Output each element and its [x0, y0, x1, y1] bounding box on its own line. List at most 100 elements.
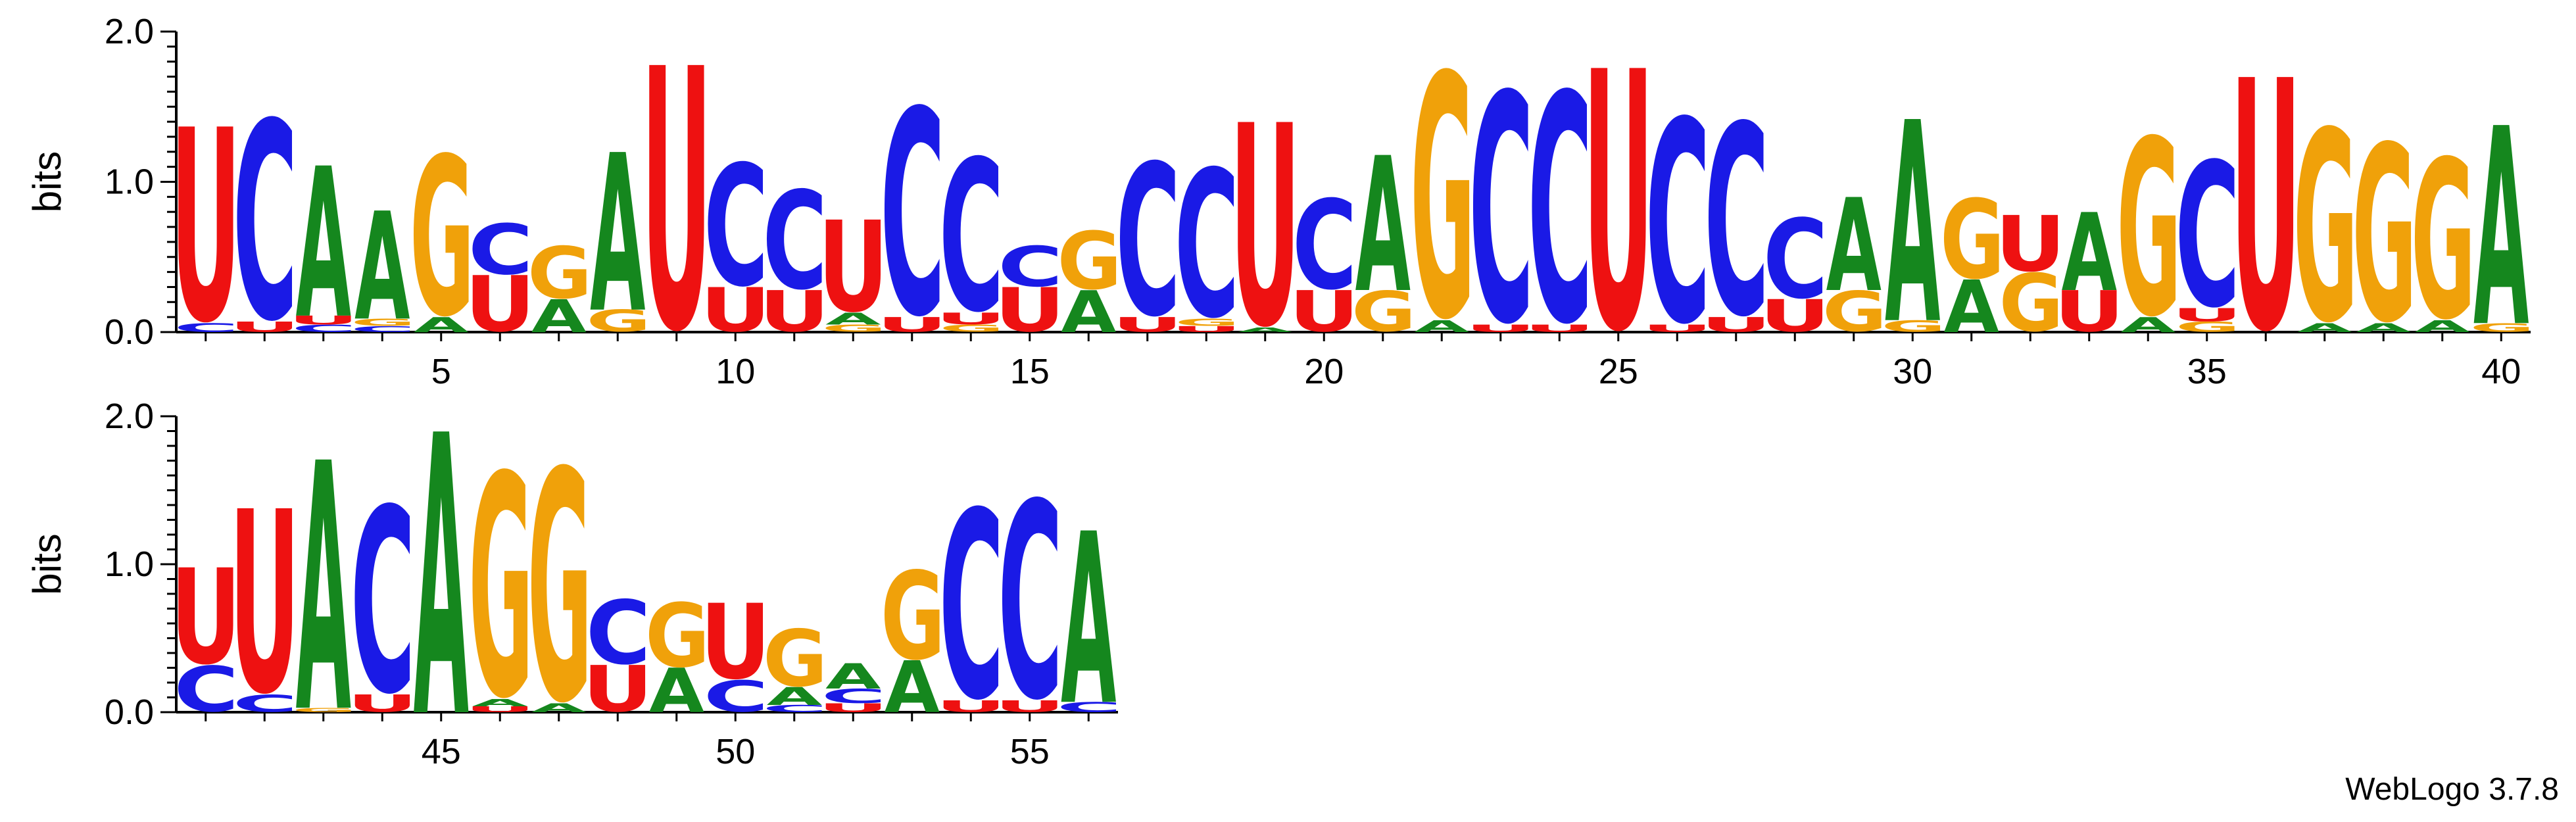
logo-letter-C: C	[233, 67, 298, 382]
y-axis-label: bits	[25, 533, 69, 594]
logo-letter-A: A	[1355, 119, 1411, 334]
logo-letter-U: U	[700, 275, 771, 345]
logo-column-40: GA	[2470, 72, 2535, 388]
logo-column-45: A	[414, 356, 470, 804]
logo-column-47: AG	[527, 406, 592, 773]
logo-column-51: CAG	[762, 614, 827, 714]
x-tick-label: 55	[1010, 732, 1050, 771]
logo-letter-C: C	[233, 690, 298, 717]
logo-letter-A: A	[2120, 313, 2175, 337]
logo-column-7: AG	[527, 231, 592, 343]
logo-letter-C: C	[1704, 70, 1769, 374]
logo-letter-G: G	[940, 323, 1004, 334]
y-tick-label: 2.0	[105, 12, 154, 51]
logo-letter-U: U	[2172, 304, 2243, 326]
logo-letter-C: C	[1763, 196, 1828, 323]
logo-column-11: UC	[759, 162, 830, 345]
logo-column-5: AG	[410, 112, 474, 366]
logo-column-26: UC	[1642, 63, 1713, 385]
logo-column-46: UAG	[465, 412, 536, 766]
logo-letter-C: C	[174, 321, 239, 335]
logo-column-33: UA	[2054, 190, 2125, 345]
logo-letter-G: G	[1882, 318, 1946, 336]
logo-letter-A: A	[354, 181, 410, 354]
x-tick-label: 20	[1304, 352, 1344, 391]
logo-column-22: AG	[1411, 6, 1475, 393]
logo-letter-G: G	[469, 412, 533, 766]
logo-letter-C: C	[1057, 700, 1122, 715]
logo-letter-A: A	[2062, 190, 2117, 315]
logo-column-2: UC	[230, 67, 301, 382]
logo-letter-C: C	[351, 455, 416, 750]
logo-letter-C: C	[704, 672, 769, 722]
logo-letter-U: U	[818, 195, 889, 340]
logo-column-23: UC	[1465, 30, 1536, 393]
logo-letter-U: U	[465, 705, 536, 714]
logo-letter-G: G	[410, 112, 474, 366]
logo-column-44: UC	[347, 455, 418, 750]
logo-letter-U: U	[877, 313, 948, 337]
logo-letter-U: U	[936, 698, 1007, 716]
logo-letter-C: C	[1645, 63, 1711, 385]
weblogo-credit: WebLogo 3.7.8	[2345, 772, 2559, 807]
logo-letter-A: A	[296, 393, 352, 788]
logo-letter-G: G	[2411, 114, 2475, 368]
logo-letter-C: C	[939, 118, 1004, 359]
logo-letter-A: A	[825, 657, 881, 697]
logo-column-34: AG	[2117, 90, 2181, 370]
logo-letter-A: A	[885, 646, 940, 729]
logo-letter-U: U	[994, 275, 1065, 345]
logo-letter-C: C	[939, 458, 1004, 757]
logo-column-56: CA	[1057, 485, 1122, 758]
logo-letter-C: C	[762, 703, 827, 714]
logo-letter-G: G	[527, 406, 592, 773]
logo-column-18: UGC	[1171, 128, 1242, 362]
x-tick-label: 15	[1010, 352, 1050, 391]
logo-column-9: U	[641, 0, 712, 411]
logo-column-28: UC	[1760, 196, 1831, 341]
logo-letter-C: C	[291, 323, 356, 335]
logo-letter-U: U	[1995, 200, 2066, 289]
logo-column-15: UC	[994, 235, 1065, 345]
logo-column-50: CU	[700, 583, 771, 721]
logo-column-10: UC	[700, 130, 771, 346]
logo-letter-U: U	[700, 583, 771, 702]
logo-column-53: AG	[881, 546, 945, 729]
logo-letter-G: G	[2352, 96, 2417, 376]
logo-letter-A: A	[1238, 326, 1294, 333]
logo-letter-A: A	[649, 656, 704, 727]
logo-letter-A: A	[590, 109, 645, 361]
x-tick-label: 40	[2481, 352, 2521, 391]
logo-letter-U: U	[1701, 313, 1772, 337]
logo-letter-G: G	[1999, 258, 2064, 350]
logo-letter-G: G	[1175, 317, 1240, 328]
logo-letter-G: G	[1411, 6, 1475, 393]
logo-letter-C: C	[1528, 30, 1593, 393]
logo-letter-G: G	[1057, 216, 1122, 308]
logo-column-37: AG	[2293, 78, 2358, 381]
logo-column-55: UC	[994, 447, 1065, 759]
logo-letter-C: C	[704, 130, 769, 324]
logo-letter-C: C	[1292, 175, 1357, 318]
logo-column-21: GA	[1351, 119, 1416, 345]
logo-column-24: UC	[1524, 30, 1595, 393]
logo-letter-U: U	[1524, 323, 1595, 335]
logo-letter-U: U	[230, 460, 301, 750]
logo-letter-U: U	[583, 652, 654, 726]
x-tick-label: 5	[431, 352, 451, 391]
logo-letter-U: U	[818, 701, 889, 715]
logo-column-17: UC	[1112, 122, 1183, 364]
logo-letter-C: C	[821, 685, 887, 708]
logo-letter-C: C	[2175, 122, 2240, 352]
logo-letter-C: C	[174, 654, 239, 726]
logo-letter-C: C	[1175, 128, 1240, 362]
logo-letter-C: C	[998, 235, 1063, 299]
logo-letter-C: C	[762, 162, 827, 320]
logo-column-48: UC	[583, 582, 654, 726]
logo-letter-U: U	[1583, 0, 1654, 410]
logo-letter-A: A	[1061, 485, 1117, 758]
logo-letter-A: A	[2297, 321, 2353, 335]
logo-letter-A: A	[2473, 72, 2529, 388]
